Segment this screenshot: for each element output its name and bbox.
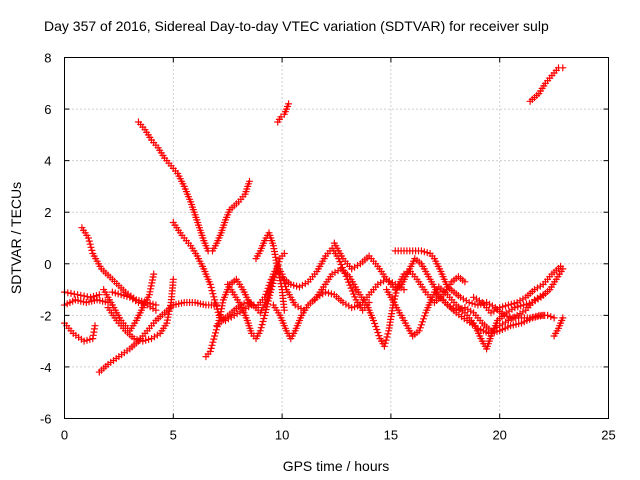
series-markers-track-24 bbox=[550, 314, 567, 340]
series-track-13 bbox=[224, 249, 288, 343]
y-tick-label: 0 bbox=[44, 257, 51, 272]
y-tick-label: 6 bbox=[44, 102, 51, 117]
series-markers-track-15 bbox=[269, 275, 408, 343]
series-markers-track-19 bbox=[382, 265, 567, 353]
chart-title: Day 357 of 2016, Sidereal Day-to-day VTE… bbox=[44, 18, 549, 34]
series-markers-track-7 bbox=[104, 275, 177, 345]
y-axis-ticks: -6 -4 -2 0 2 4 6 8 bbox=[40, 51, 609, 427]
series-track-7 bbox=[104, 275, 177, 345]
series-track-1 bbox=[60, 319, 99, 345]
series-track-2 bbox=[60, 296, 112, 309]
series-markers-track-2 bbox=[60, 296, 112, 309]
series-markers-track-6 bbox=[100, 270, 158, 335]
series-markers-track-21 bbox=[430, 288, 547, 337]
series-markers-track-23 bbox=[526, 64, 567, 105]
series-track-24 bbox=[550, 314, 567, 340]
series-track-3 bbox=[60, 288, 103, 301]
series-track-8 bbox=[108, 288, 160, 314]
series-track-16 bbox=[274, 100, 293, 126]
plot-frame bbox=[64, 57, 609, 419]
series-track-6 bbox=[100, 270, 158, 335]
y-tick-label: 4 bbox=[44, 154, 51, 169]
series-track-21 bbox=[430, 288, 547, 337]
series-markers-track-22 bbox=[469, 262, 565, 317]
series-track-14 bbox=[252, 229, 288, 314]
x-tick-label: 25 bbox=[601, 428, 615, 443]
x-tick-label: 0 bbox=[61, 428, 68, 443]
y-tick-label: 8 bbox=[44, 51, 51, 66]
y-axis-title: SDTVAR / TECUs bbox=[8, 182, 24, 294]
series-markers-track-13 bbox=[224, 249, 288, 343]
series-markers-track-16 bbox=[274, 100, 293, 126]
x-tick-label: 5 bbox=[170, 428, 177, 443]
data-series bbox=[60, 64, 567, 376]
y-tick-label: 2 bbox=[44, 205, 51, 220]
x-axis-title: GPS time / hours bbox=[283, 458, 390, 474]
series-track-15 bbox=[269, 275, 408, 343]
grid-lines bbox=[64, 57, 609, 419]
series-track-23 bbox=[526, 64, 567, 105]
series-markers-track-9 bbox=[134, 118, 254, 255]
series-markers-track-8 bbox=[108, 288, 160, 314]
x-tick-label: 10 bbox=[275, 428, 289, 443]
x-axis-ticks: 0 5 10 15 20 25 bbox=[61, 57, 616, 443]
series-markers-track-14 bbox=[252, 229, 288, 314]
y-tick-label: -6 bbox=[40, 412, 52, 427]
series-markers-track-3 bbox=[60, 288, 103, 301]
x-tick-label: 15 bbox=[384, 428, 398, 443]
series-markers-track-11 bbox=[202, 244, 373, 361]
series-track-11 bbox=[202, 244, 373, 361]
series-markers-track-1 bbox=[60, 319, 99, 345]
x-tick-label: 20 bbox=[492, 428, 506, 443]
y-tick-label: -4 bbox=[40, 360, 52, 375]
series-track-22 bbox=[469, 262, 565, 317]
series-track-19 bbox=[382, 265, 567, 353]
y-tick-label: -2 bbox=[40, 308, 52, 323]
series-track-9 bbox=[134, 118, 254, 255]
